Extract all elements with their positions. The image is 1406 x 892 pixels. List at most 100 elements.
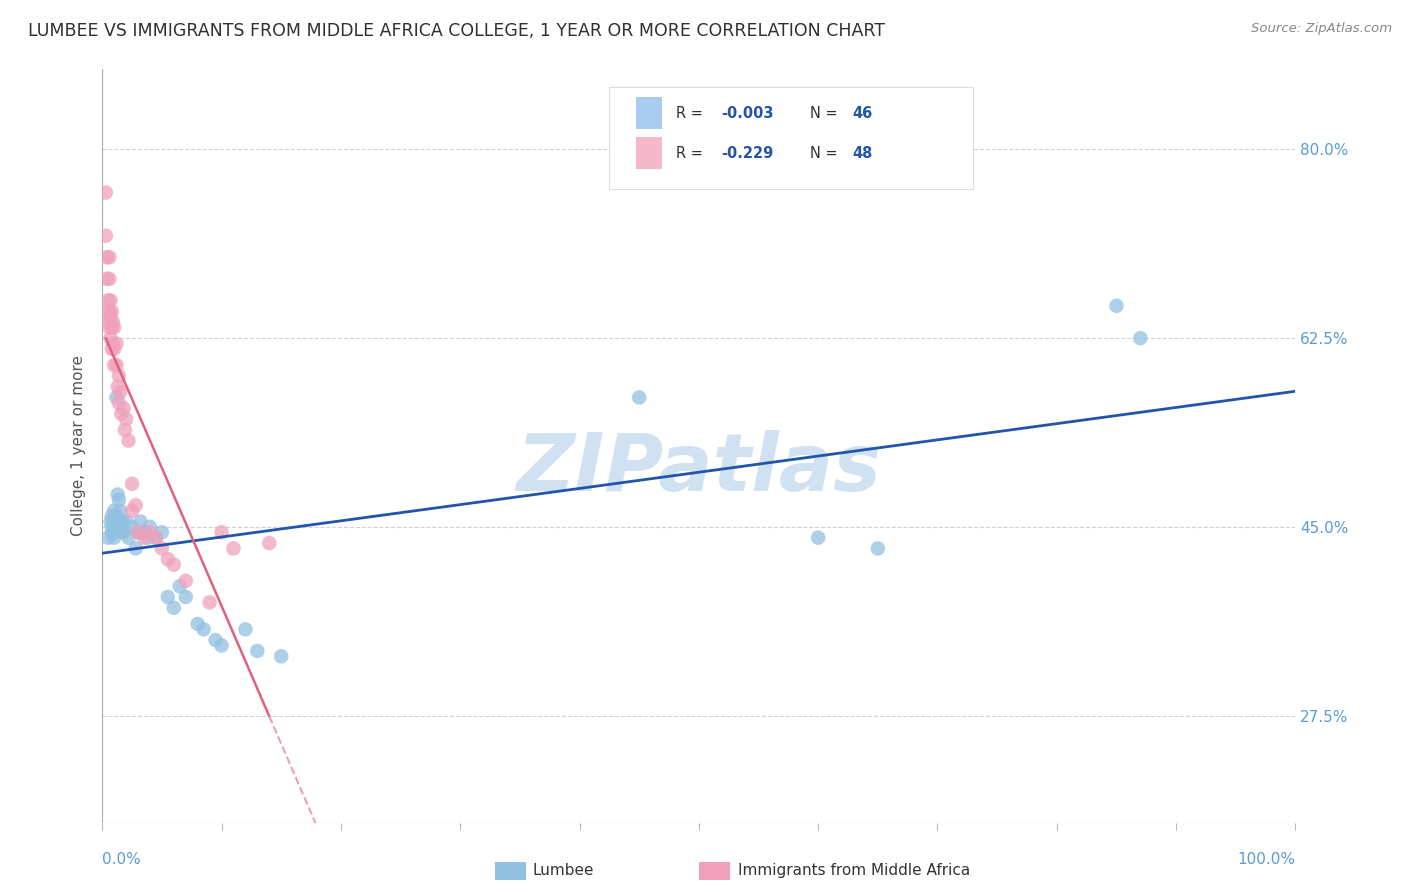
Text: LUMBEE VS IMMIGRANTS FROM MIDDLE AFRICA COLLEGE, 1 YEAR OR MORE CORRELATION CHAR: LUMBEE VS IMMIGRANTS FROM MIDDLE AFRICA … xyxy=(28,22,886,40)
Text: 0.0%: 0.0% xyxy=(103,852,141,867)
Point xyxy=(97,293,120,308)
Point xyxy=(628,391,651,405)
Point xyxy=(150,525,173,540)
Point xyxy=(105,520,128,534)
Text: 48: 48 xyxy=(853,145,873,161)
Point xyxy=(156,590,179,604)
Point xyxy=(174,590,197,604)
Text: Lumbee: Lumbee xyxy=(533,863,595,879)
Point xyxy=(98,320,121,334)
Point xyxy=(110,525,132,540)
Point xyxy=(127,525,149,540)
Point xyxy=(132,531,155,545)
Point xyxy=(94,228,117,243)
Text: 46: 46 xyxy=(853,105,873,120)
Point xyxy=(156,552,179,566)
Point xyxy=(866,541,889,556)
Point xyxy=(103,525,125,540)
Point xyxy=(112,525,135,540)
Point xyxy=(124,499,146,513)
Point xyxy=(193,623,215,637)
Point xyxy=(139,525,162,540)
Point xyxy=(103,342,125,356)
Point xyxy=(97,315,120,329)
Point xyxy=(108,396,131,410)
Point xyxy=(100,509,122,524)
Point xyxy=(107,487,129,501)
Point xyxy=(108,515,131,529)
Point xyxy=(124,541,146,556)
Point xyxy=(105,336,128,351)
Point xyxy=(211,639,233,653)
Point xyxy=(111,515,134,529)
Point xyxy=(163,558,186,572)
Point xyxy=(235,623,257,637)
Point xyxy=(211,525,233,540)
Point xyxy=(100,304,122,318)
Point xyxy=(136,531,159,545)
Point xyxy=(1105,299,1128,313)
Point xyxy=(103,531,125,545)
Point xyxy=(100,342,122,356)
Text: -0.003: -0.003 xyxy=(721,105,775,120)
Point xyxy=(100,520,122,534)
Point xyxy=(100,310,122,324)
Point xyxy=(97,531,120,545)
Point xyxy=(108,492,131,507)
Text: Source: ZipAtlas.com: Source: ZipAtlas.com xyxy=(1251,22,1392,36)
Text: N =: N = xyxy=(810,145,842,161)
Text: N =: N = xyxy=(810,105,842,120)
Point xyxy=(100,293,122,308)
Text: R =: R = xyxy=(676,105,707,120)
Point xyxy=(145,531,167,545)
Point xyxy=(108,368,131,383)
Point xyxy=(100,320,122,334)
Point xyxy=(103,358,125,372)
Point xyxy=(101,315,124,329)
Point xyxy=(1129,331,1152,345)
Point xyxy=(115,515,138,529)
Point xyxy=(103,504,125,518)
Point xyxy=(169,579,191,593)
Text: 100.0%: 100.0% xyxy=(1237,852,1295,867)
FancyBboxPatch shape xyxy=(636,137,662,169)
Point xyxy=(204,633,226,648)
Point xyxy=(105,391,128,405)
Point xyxy=(198,595,221,609)
Point xyxy=(129,515,152,529)
Point xyxy=(97,304,120,318)
Point xyxy=(114,423,136,437)
Point xyxy=(103,320,125,334)
Point xyxy=(98,304,121,318)
Point xyxy=(150,541,173,556)
Point xyxy=(101,336,124,351)
Point xyxy=(222,541,245,556)
Point xyxy=(107,379,129,393)
Point xyxy=(270,649,292,664)
Point xyxy=(121,504,143,518)
Text: Immigrants from Middle Africa: Immigrants from Middle Africa xyxy=(738,863,970,879)
Point xyxy=(259,536,281,550)
Point xyxy=(121,476,143,491)
Point xyxy=(100,331,122,345)
Text: ZIPatlas: ZIPatlas xyxy=(516,430,882,508)
FancyBboxPatch shape xyxy=(609,87,973,189)
Point xyxy=(246,644,269,658)
Point xyxy=(127,525,149,540)
Point xyxy=(112,401,135,416)
Point xyxy=(105,358,128,372)
Point xyxy=(103,515,125,529)
Point xyxy=(121,520,143,534)
Point xyxy=(132,525,155,540)
Point xyxy=(105,509,128,524)
Point xyxy=(96,250,118,264)
Point xyxy=(117,531,139,545)
Point xyxy=(163,600,186,615)
Point xyxy=(98,272,121,286)
Point xyxy=(145,531,167,545)
Y-axis label: College, 1 year or more: College, 1 year or more xyxy=(72,356,86,536)
Point xyxy=(108,385,131,400)
Point xyxy=(108,504,131,518)
FancyBboxPatch shape xyxy=(636,97,662,129)
Point xyxy=(94,186,117,200)
